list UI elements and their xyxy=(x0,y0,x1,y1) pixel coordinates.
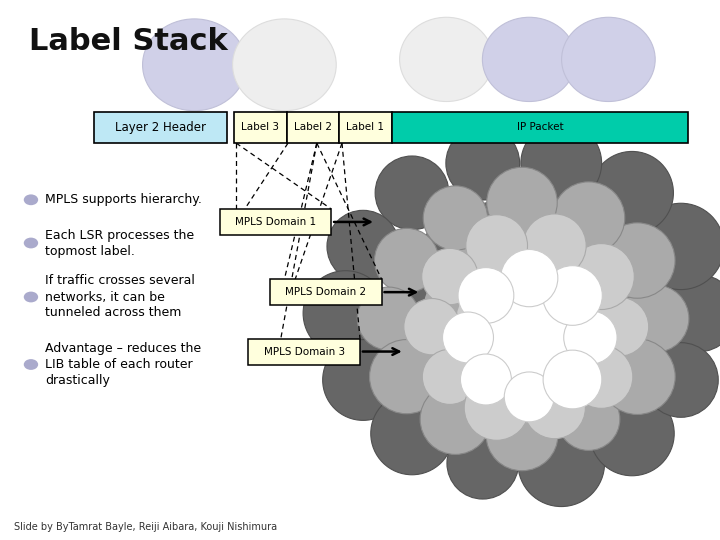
Ellipse shape xyxy=(482,17,576,102)
Ellipse shape xyxy=(638,203,720,289)
Ellipse shape xyxy=(447,428,518,499)
Ellipse shape xyxy=(423,186,487,250)
FancyBboxPatch shape xyxy=(248,339,360,364)
Ellipse shape xyxy=(568,244,634,309)
Ellipse shape xyxy=(486,399,558,471)
Ellipse shape xyxy=(543,266,603,325)
Ellipse shape xyxy=(500,249,558,307)
Ellipse shape xyxy=(621,285,689,352)
Ellipse shape xyxy=(570,346,633,408)
Text: MPLS Domain 3: MPLS Domain 3 xyxy=(264,347,345,356)
Ellipse shape xyxy=(523,214,586,277)
Ellipse shape xyxy=(557,388,620,450)
FancyBboxPatch shape xyxy=(234,112,287,143)
Ellipse shape xyxy=(374,228,438,293)
Circle shape xyxy=(24,238,38,248)
Circle shape xyxy=(24,359,38,370)
Ellipse shape xyxy=(644,343,719,417)
Text: MPLS supports hierarchy.: MPLS supports hierarchy. xyxy=(45,193,202,206)
Ellipse shape xyxy=(369,340,444,414)
Ellipse shape xyxy=(564,311,617,364)
Ellipse shape xyxy=(543,350,602,409)
Ellipse shape xyxy=(600,339,675,415)
Ellipse shape xyxy=(660,275,720,352)
Ellipse shape xyxy=(562,17,655,102)
Ellipse shape xyxy=(464,375,529,440)
Ellipse shape xyxy=(390,198,654,429)
Text: Label 3: Label 3 xyxy=(241,123,279,132)
Ellipse shape xyxy=(456,262,596,391)
FancyBboxPatch shape xyxy=(339,112,392,143)
Text: Layer 2 Header: Layer 2 Header xyxy=(114,121,206,134)
Ellipse shape xyxy=(590,392,674,476)
Ellipse shape xyxy=(443,312,493,363)
Ellipse shape xyxy=(552,182,625,254)
Circle shape xyxy=(24,194,38,205)
Ellipse shape xyxy=(404,299,460,355)
Ellipse shape xyxy=(420,384,490,454)
Ellipse shape xyxy=(323,340,403,420)
FancyBboxPatch shape xyxy=(94,112,227,143)
Circle shape xyxy=(24,292,38,302)
Ellipse shape xyxy=(375,156,449,230)
Ellipse shape xyxy=(600,223,675,298)
Ellipse shape xyxy=(518,420,605,507)
Ellipse shape xyxy=(303,271,388,356)
Ellipse shape xyxy=(487,167,557,238)
FancyBboxPatch shape xyxy=(287,112,339,143)
FancyBboxPatch shape xyxy=(270,279,382,305)
Ellipse shape xyxy=(523,377,585,438)
FancyBboxPatch shape xyxy=(392,112,688,143)
Ellipse shape xyxy=(327,210,399,282)
Ellipse shape xyxy=(461,354,511,405)
Text: Advantage – reduces the
LIB table of each router
drastically: Advantage – reduces the LIB table of eac… xyxy=(45,342,202,387)
Ellipse shape xyxy=(590,297,649,356)
Ellipse shape xyxy=(233,19,336,111)
Ellipse shape xyxy=(458,268,514,323)
Ellipse shape xyxy=(590,151,673,234)
Text: Label Stack: Label Stack xyxy=(29,27,228,56)
Ellipse shape xyxy=(504,372,554,422)
Ellipse shape xyxy=(371,392,454,475)
Ellipse shape xyxy=(357,287,420,350)
Ellipse shape xyxy=(422,232,622,406)
Ellipse shape xyxy=(400,17,493,102)
Text: Label 2: Label 2 xyxy=(294,123,332,132)
Text: MPLS Domain 1: MPLS Domain 1 xyxy=(235,217,316,227)
Text: MPLS Domain 2: MPLS Domain 2 xyxy=(285,287,366,297)
Ellipse shape xyxy=(423,349,477,404)
Text: Slide by ByTamrat Bayle, Reiji Aibara, Kouji Nishimura: Slide by ByTamrat Bayle, Reiji Aibara, K… xyxy=(14,522,277,532)
Text: If traffic crosses several
networks, it can be
tunneled across them: If traffic crosses several networks, it … xyxy=(45,274,195,320)
Ellipse shape xyxy=(521,123,602,204)
FancyBboxPatch shape xyxy=(220,209,331,235)
Ellipse shape xyxy=(466,215,528,276)
Text: Label 1: Label 1 xyxy=(346,123,384,132)
Ellipse shape xyxy=(143,19,246,111)
Ellipse shape xyxy=(483,293,575,382)
Text: IP Packet: IP Packet xyxy=(517,123,563,132)
Text: Each LSR processes the
topmost label.: Each LSR processes the topmost label. xyxy=(45,228,194,258)
Ellipse shape xyxy=(446,126,520,200)
Ellipse shape xyxy=(422,248,478,305)
